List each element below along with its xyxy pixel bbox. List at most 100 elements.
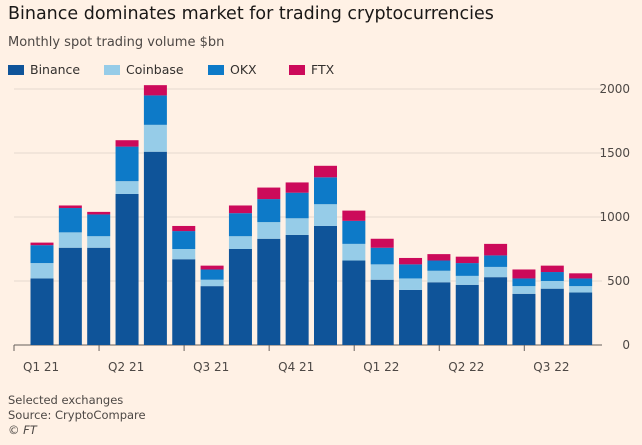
bar-ftx [427,254,451,261]
bar-ftx [540,265,564,273]
footer-note: Selected exchanges [8,393,124,407]
bar-ftx [87,211,111,215]
bar-coinbase [30,263,54,279]
bar-okx [314,177,337,205]
bar-binance [455,284,479,345]
x-axis: Q1 21 Q2 21 Q3 21 Q4 21 Q1 22 Q2 22 Q3 22 [13,345,569,374]
footer-credit: © FT [8,423,37,437]
bar-binance [228,249,252,345]
y-tick-label: 1000 [599,210,630,224]
bar-ftx [370,238,394,248]
bar-binance [427,282,451,345]
bar-okx [512,278,536,287]
bar-coinbase [540,281,564,289]
bar-ftx [455,256,479,264]
bar-binance [569,292,593,345]
bar-coinbase [87,236,111,248]
bar-coinbase [314,204,337,226]
bar-okx [399,264,423,279]
legend-swatch [104,64,120,75]
bar-ftx [30,242,54,246]
x-tick-label: Q3 21 [193,360,229,374]
bar-ftx [115,140,139,147]
bar-coinbase [143,124,167,152]
bar-okx [115,146,139,182]
bar-binance [370,279,394,345]
legend-item-ftx: FTX [289,62,334,77]
legend-label: OKX [230,62,257,77]
bars [30,85,593,345]
bar-coinbase [257,222,281,239]
legend-swatch [8,64,24,75]
y-tick-label: 1500 [599,146,630,160]
bar-coinbase [200,279,224,287]
bar-okx [427,260,451,271]
bar-okx [200,269,224,280]
bar-coinbase [512,286,536,294]
legend-label: Coinbase [126,62,184,77]
bar-ftx [569,273,593,279]
bar-binance [314,225,337,345]
bar-okx [484,255,508,267]
legend-label: Binance [30,62,81,77]
bar-coinbase [228,236,252,249]
bar-ftx [399,257,423,265]
bar-coinbase [172,249,196,260]
bar-okx [540,272,564,281]
legend-item-okx: OKX [208,62,257,77]
bar-binance [200,286,224,345]
bar-ftx [257,187,281,200]
bar-binance [285,234,309,345]
bar-coinbase [285,218,309,235]
bar-binance [115,193,139,345]
x-tick-label: Q2 21 [108,360,144,374]
legend-item-binance: Binance [8,62,80,77]
bar-okx [58,208,82,233]
bar-ftx [314,165,337,178]
bar-ftx [172,225,196,232]
bar-ftx [285,182,309,193]
footer-source: Source: CryptoCompare [8,408,146,422]
bar-coinbase [342,243,366,261]
bar-okx [30,245,54,264]
bar-binance [512,293,536,345]
y-tick-label: 0 [622,338,630,352]
bar-coinbase [58,232,82,248]
bar-okx [370,247,394,265]
legend-item-coinbase: Coinbase [104,62,184,77]
bar-binance [58,247,82,345]
bar-ftx [143,85,167,96]
bar-binance [540,288,564,345]
x-tick-label: Q3 22 [533,360,569,374]
bar-okx [87,214,111,237]
x-tick-label: Q1 21 [23,360,59,374]
x-tick-label: Q2 22 [448,360,484,374]
x-tick-label: Q1 22 [363,360,399,374]
bar-ftx [484,243,508,256]
bar-okx [569,278,593,287]
bar-ftx [512,269,536,279]
bar-binance [172,259,196,345]
bar-okx [257,199,281,223]
bar-ftx [58,205,82,209]
footer: Selected exchanges Source: CryptoCompare… [8,393,146,438]
bar-okx [228,213,252,237]
bar-binance [143,151,167,345]
bar-okx [143,95,167,125]
bar-coinbase [370,264,394,280]
bar-coinbase [399,278,423,290]
bar-okx [285,192,309,219]
bar-binance [342,260,366,345]
chart-subtitle: Monthly spot trading volume $bn [8,35,225,50]
y-tick-label: 2000 [599,82,630,96]
y-tick-label: 500 [607,274,630,288]
bar-ftx [228,205,252,214]
legend-swatch [208,64,224,75]
bar-ftx [200,265,224,270]
legend-swatch [289,64,305,75]
bar-okx [342,220,366,244]
bar-coinbase [484,266,508,278]
chart-title: Binance dominates market for trading cry… [8,4,494,24]
bar-coinbase [115,181,139,194]
